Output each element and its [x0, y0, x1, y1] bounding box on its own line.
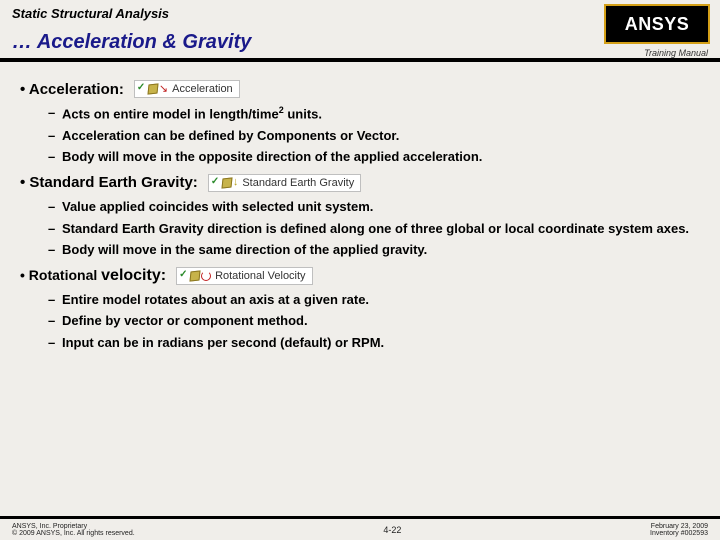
heading-gravity-text: Standard Earth Gravity:	[20, 174, 198, 191]
gravity-icon: ↓	[211, 177, 239, 188]
heading-acceleration-text: Acceleration:	[20, 81, 124, 98]
chip-rotational: Rotational Velocity	[176, 267, 313, 285]
heading-rotational-text: Rotational velocity:	[20, 267, 166, 285]
heading-gravity: Standard Earth Gravity: ↓ Standard Earth…	[20, 174, 700, 192]
list-item: Acceleration can be defined by Component…	[48, 127, 700, 145]
chip-acceleration-label: Acceleration	[172, 83, 233, 95]
training-label: Training Manual	[644, 48, 708, 58]
list-item: Entire model rotates about an axis at a …	[48, 291, 700, 309]
logo: ANSYS	[604, 4, 710, 44]
footer-page: 4-22	[135, 525, 650, 535]
chip-rotational-label: Rotational Velocity	[215, 270, 306, 282]
gravity-list: Value applied coincides with selected un…	[48, 198, 700, 259]
footer-right: February 23, 2009 Inventory #002593	[650, 523, 708, 537]
footer-date: February 23, 2009	[650, 523, 708, 530]
list-item: Standard Earth Gravity direction is defi…	[48, 220, 700, 238]
logo-text: ANSYS	[625, 14, 690, 35]
footer-copyright: © 2009 ANSYS, Inc. All rights reserved.	[12, 530, 135, 537]
header-rule	[0, 58, 720, 62]
list-item: Body will move in the same direction of …	[48, 241, 700, 259]
list-item: Value applied coincides with selected un…	[48, 198, 700, 216]
heading-rotational: Rotational velocity: Rotational Velocity	[20, 267, 700, 285]
list-item: Acts on entire model in length/time2 uni…	[48, 104, 700, 123]
rotational-icon	[179, 271, 211, 281]
chip-gravity: ↓ Standard Earth Gravity	[208, 174, 361, 192]
chip-gravity-label: Standard Earth Gravity	[242, 177, 354, 189]
slide-footer: ANSYS, Inc. Proprietary © 2009 ANSYS, In…	[0, 516, 720, 540]
heading-acceleration: Acceleration: ↘ Acceleration	[20, 80, 700, 98]
list-item: Input can be in radians per second (defa…	[48, 334, 700, 352]
slide-header: Static Structural Analysis … Acceleratio…	[0, 0, 720, 62]
footer-inventory: Inventory #002593	[650, 530, 708, 537]
accel-list: Acts on entire model in length/time2 uni…	[48, 104, 700, 166]
footer-proprietary: ANSYS, Inc. Proprietary	[12, 523, 135, 530]
footer-left: ANSYS, Inc. Proprietary © 2009 ANSYS, In…	[12, 523, 135, 537]
list-item: Define by vector or component method.	[48, 312, 700, 330]
list-item: Body will move in the opposite direction…	[48, 148, 700, 166]
chip-acceleration: ↘ Acceleration	[134, 80, 240, 98]
acceleration-icon: ↘	[137, 84, 168, 95]
rot-list: Entire model rotates about an axis at a …	[48, 291, 700, 352]
content-area: Acceleration: ↘ Acceleration Acts on ent…	[0, 62, 720, 351]
